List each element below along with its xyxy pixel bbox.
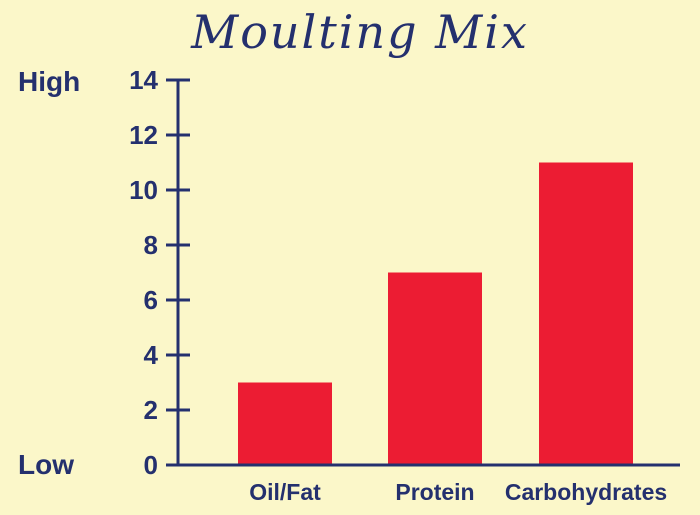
y-tick-label: 10 [129, 175, 158, 205]
y-tick-label: 12 [129, 120, 158, 150]
x-category-label: Carbohydrates [505, 479, 667, 505]
bar-carbohydrates [539, 162, 633, 465]
x-category-label: Oil/Fat [249, 479, 321, 505]
bars-group [238, 162, 633, 465]
y-tick-label: 0 [144, 450, 158, 480]
y-axis-high-label: High [18, 66, 80, 97]
axes-group [166, 80, 680, 467]
bar-protein [388, 272, 482, 465]
y-tick-label: 2 [144, 395, 158, 425]
y-tick-label: 14 [129, 65, 158, 95]
y-tick-label: 8 [144, 230, 158, 260]
bar-oil-fat [238, 382, 332, 465]
x-category-label: Protein [395, 479, 474, 505]
x-categories-group: Oil/Fat Protein Carbohydrates [249, 479, 667, 505]
y-tick-label: 4 [144, 340, 159, 370]
y-axis-low-label: Low [18, 449, 74, 480]
y-tick-label: 6 [144, 285, 158, 315]
y-ticks-group: 0 2 4 6 8 10 12 14 [129, 65, 190, 480]
chart-title: Moulting Mix [190, 5, 529, 59]
